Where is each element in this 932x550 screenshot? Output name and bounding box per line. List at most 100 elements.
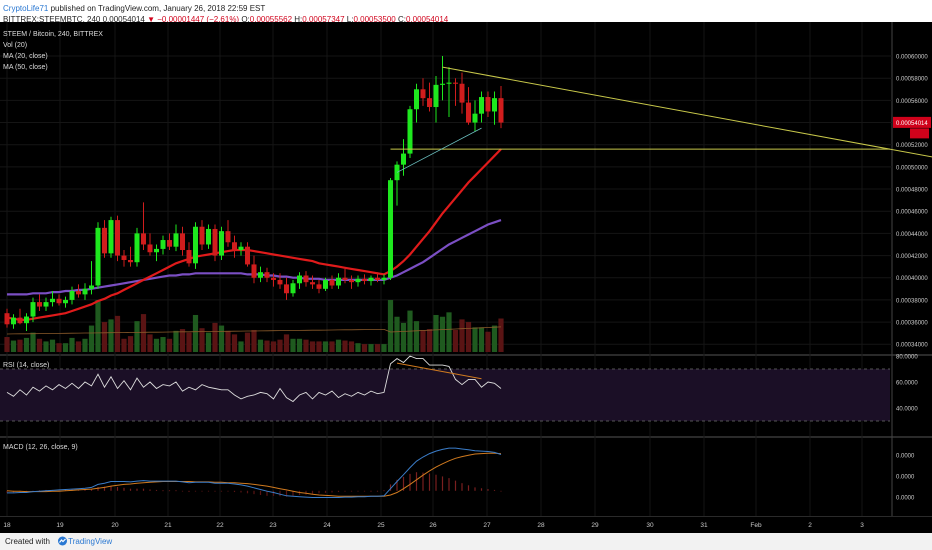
volume-bar [134, 321, 140, 352]
volume-bar [231, 334, 238, 352]
candle-body [277, 279, 283, 285]
candle-body [193, 226, 198, 264]
candle-body [219, 231, 224, 256]
open-label: O: [241, 15, 250, 24]
symbol-line: BITTREX:STEEMBTC, 240 [3, 15, 101, 24]
candle-body [485, 97, 491, 112]
macd-histogram-bar [181, 490, 184, 492]
candle-body [238, 246, 244, 251]
volume-bar [472, 327, 478, 352]
volume-bar [303, 339, 309, 352]
volume-bar [368, 344, 374, 352]
candle-body [154, 248, 159, 253]
volume-bar [160, 337, 166, 352]
candle-body [492, 98, 497, 112]
candle-body [56, 298, 62, 304]
volume-bar [82, 338, 88, 352]
price-change: −0.00001447 (−2.61%) [157, 15, 240, 24]
legend-macd: MACD (12, 26, close, 9) [3, 444, 78, 451]
candle-body [69, 291, 75, 300]
candle-body [134, 233, 140, 263]
countdown-tag [910, 128, 929, 139]
volume-bar [329, 341, 335, 352]
candle-body [290, 283, 296, 294]
volume-bar [322, 341, 329, 352]
footer-bar: Created with TradingView [0, 533, 932, 550]
volume-bar [179, 329, 186, 352]
price-tick-label: 0.00060000 [896, 55, 928, 61]
macd-histogram-bar [272, 490, 275, 496]
candle-body [37, 302, 42, 307]
legend-vol: Vol (20) [3, 42, 27, 49]
macd-histogram-bar [474, 487, 476, 491]
price-tick-label: 0.00042000 [896, 254, 928, 260]
candle-body [63, 299, 68, 304]
volume-bar [270, 341, 277, 352]
macd-histogram-bar [383, 490, 385, 492]
macd-histogram-bar [435, 474, 437, 491]
rsi-line [6, 355, 502, 403]
candle-body [160, 240, 166, 249]
macd-histogram-bar [220, 490, 223, 492]
candle-body [212, 228, 218, 256]
time-tick-label: 21 [164, 522, 172, 529]
volume-bar [290, 338, 296, 352]
time-tick-label: 2 [808, 522, 812, 529]
candle-body [30, 302, 36, 317]
candle-body [498, 98, 504, 123]
candle-body [173, 233, 179, 247]
last-price-tag-label: 0.00054014 [896, 121, 928, 127]
tradingview-link[interactable]: TradingView [68, 537, 113, 546]
down-arrow-icon: ▼ [147, 15, 156, 24]
macd-histogram-bar [467, 485, 470, 491]
macd-histogram-bar [324, 490, 327, 493]
candle-body [115, 220, 120, 256]
volume-bar [121, 338, 127, 352]
macd-histogram-bar [110, 486, 112, 491]
volume-bar [257, 339, 264, 352]
macd-histogram-bar [285, 490, 288, 497]
low-label: L: [346, 15, 354, 24]
last-price: 0.00054014 [102, 15, 145, 24]
macd-histogram-bar [318, 490, 320, 494]
candle-body [121, 255, 127, 260]
volume-bar [485, 331, 491, 352]
author-link[interactable]: CryptoLife71 [3, 4, 49, 13]
candle-body [362, 278, 367, 282]
candle-body [43, 302, 49, 307]
rsi-tick-label: 40.0000 [896, 407, 918, 413]
volume-bar [400, 322, 407, 352]
volume-bar [465, 322, 472, 352]
candle-body [180, 233, 185, 251]
volume-bar [127, 336, 134, 352]
time-tick-label: 29 [591, 522, 599, 529]
price-tick-label: 0.00040000 [896, 276, 928, 282]
chart-area[interactable]: 0.00034000 0.00036000 0.00038000 0.00040000… [0, 22, 932, 533]
macd-histogram-bar [6, 490, 8, 493]
macd-histogram-bar [266, 490, 268, 496]
ma20-line [6, 148, 502, 321]
macd-histogram-bar [493, 489, 496, 491]
low-value: 0.00053500 [353, 15, 396, 24]
macd-histogram-bar [84, 489, 86, 491]
volume-bar [238, 341, 244, 352]
volume-bar [439, 316, 446, 352]
volume-ma-line [6, 326, 502, 335]
rsi-band [0, 369, 890, 421]
macd-histogram-bar [454, 480, 457, 491]
candle-body [329, 279, 335, 286]
macd-histogram-bar [168, 490, 171, 492]
macd-histogram-bar [441, 476, 444, 491]
volume-bar [108, 319, 114, 352]
macd-histogram-bar [175, 490, 177, 492]
candle-body [264, 272, 270, 278]
volume-bar [173, 330, 179, 352]
time-tick-label: 31 [700, 522, 708, 529]
macd-histogram-bar [253, 490, 255, 495]
volume-bar [381, 344, 387, 352]
macd-histogram-bar [188, 490, 190, 493]
macd-histogram-bar [415, 472, 418, 491]
high-value: 0.00057347 [302, 15, 345, 24]
candle-body [407, 109, 413, 154]
macd-histogram-bar [370, 490, 372, 492]
